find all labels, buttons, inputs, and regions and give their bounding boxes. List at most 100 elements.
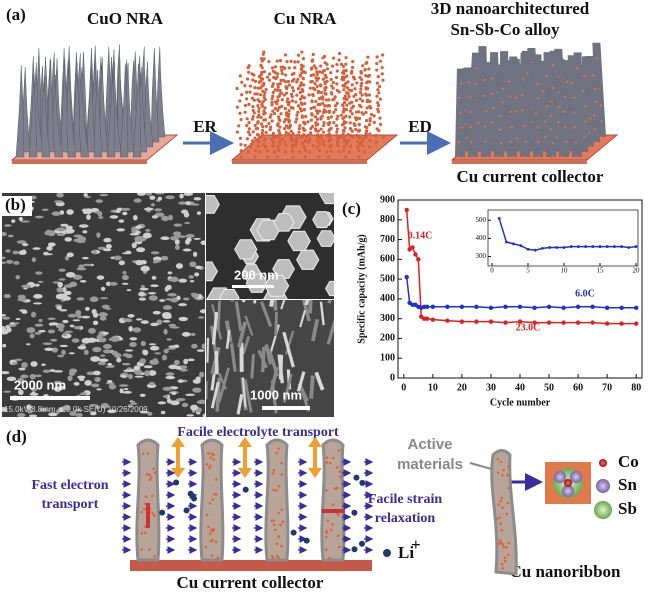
- grain: [99, 297, 109, 300]
- nanorod-dot: [247, 64, 251, 68]
- nanorod-dot: [267, 121, 271, 126]
- grain: [150, 322, 159, 327]
- nanorod-dot: [375, 94, 379, 98]
- grain: [109, 282, 118, 286]
- grain: [105, 382, 115, 385]
- nanorod-dot: [576, 66, 579, 70]
- nanorod: [559, 66, 573, 157]
- grain: [58, 268, 66, 272]
- nanorod-dot: [366, 74, 370, 78]
- nanorod-dot: [344, 114, 348, 118]
- nanorod-dot: [375, 61, 379, 66]
- nanorod-dot: [235, 86, 239, 91]
- nanorod-dot: [327, 132, 332, 136]
- grain: [57, 354, 64, 358]
- substrate-edge: [12, 160, 147, 164]
- nanorod-dot: [483, 78, 486, 82]
- grain: [127, 313, 135, 318]
- nanorod-dot: [361, 99, 365, 103]
- nanorod-dot: [262, 143, 266, 147]
- nanorod-dot: [342, 148, 346, 153]
- point: [591, 245, 595, 248]
- nanorod-dot: [338, 470, 342, 473]
- nanorod-dot: [264, 145, 268, 149]
- annotation: Facile electrolyte transport: [177, 425, 339, 440]
- point: [633, 321, 639, 326]
- point: [604, 305, 610, 310]
- nanorod-dot: [574, 140, 578, 144]
- nanorod-dot: [537, 155, 540, 159]
- grain: [185, 393, 196, 397]
- nanorod-dot: [289, 135, 293, 139]
- li-ion: [303, 537, 310, 544]
- nanorod-dot: [364, 93, 369, 97]
- nanorod-dot: [295, 113, 299, 117]
- grain: [180, 365, 188, 369]
- nanorod-dot: [140, 511, 143, 514]
- nanorod-dot: [344, 97, 348, 101]
- grain: [48, 323, 55, 326]
- point: [488, 305, 494, 310]
- nanorod-dot: [365, 99, 369, 104]
- nanorod-dot: [365, 60, 369, 65]
- nanorod-dot: [265, 149, 270, 153]
- nanorod-dot: [261, 77, 265, 81]
- grain: [29, 333, 35, 339]
- nanorod-dot: [364, 118, 369, 123]
- nanorod-dot: [361, 137, 365, 141]
- nanorod-dot: [275, 59, 279, 63]
- grain: [256, 219, 281, 241]
- nanorod: [150, 47, 160, 143]
- grain: [64, 284, 74, 288]
- nanorod-dot: [262, 112, 266, 116]
- nanorod-dot: [563, 110, 566, 114]
- grain: [296, 249, 320, 270]
- nanorod-dot: [271, 90, 275, 95]
- nanorod-dot: [331, 503, 335, 506]
- nanorod-dot: [490, 121, 493, 124]
- grain: [48, 412, 58, 417]
- nanorod-dot: [342, 139, 347, 143]
- grain: [65, 272, 76, 278]
- nanorod-dot: [209, 456, 213, 460]
- nanorod-dot: [509, 140, 513, 144]
- nanorod-dot: [261, 100, 265, 104]
- nanorod-dot: [303, 70, 307, 75]
- point: [413, 252, 418, 257]
- nanorod-dot: [253, 155, 257, 159]
- grain: [84, 380, 92, 386]
- grain: [195, 265, 202, 270]
- nanorod-dot: [321, 123, 326, 128]
- grain: [257, 349, 268, 369]
- grain: [144, 370, 151, 377]
- nanorod-dot: [277, 511, 280, 515]
- grain: [198, 399, 205, 404]
- grain: [236, 394, 244, 415]
- x-tick-label: 30: [486, 382, 496, 393]
- nanorod-dot: [474, 82, 477, 86]
- grain: [175, 398, 186, 402]
- nanorod-dot: [490, 92, 493, 95]
- point: [575, 304, 581, 309]
- grain: [43, 253, 53, 256]
- grain: [53, 381, 62, 384]
- nanorod-dot: [237, 124, 241, 128]
- nanorod-dot: [284, 124, 289, 128]
- grain: [38, 318, 43, 323]
- nanorod-dot: [286, 97, 290, 101]
- grain: [109, 215, 119, 219]
- nanorod-dot: [321, 140, 326, 144]
- point: [416, 257, 421, 262]
- grain: [140, 340, 146, 347]
- nanorod-dot: [542, 90, 545, 93]
- point: [627, 246, 631, 249]
- grain: [63, 404, 71, 411]
- grain: [75, 412, 83, 417]
- grain: [49, 369, 56, 372]
- nanorod-dot: [364, 131, 368, 135]
- nanorod-dot: [361, 144, 365, 148]
- nanorod-dot: [280, 137, 284, 141]
- grain: [31, 391, 36, 396]
- legend-label: Co: [618, 452, 639, 471]
- grain: [162, 314, 172, 320]
